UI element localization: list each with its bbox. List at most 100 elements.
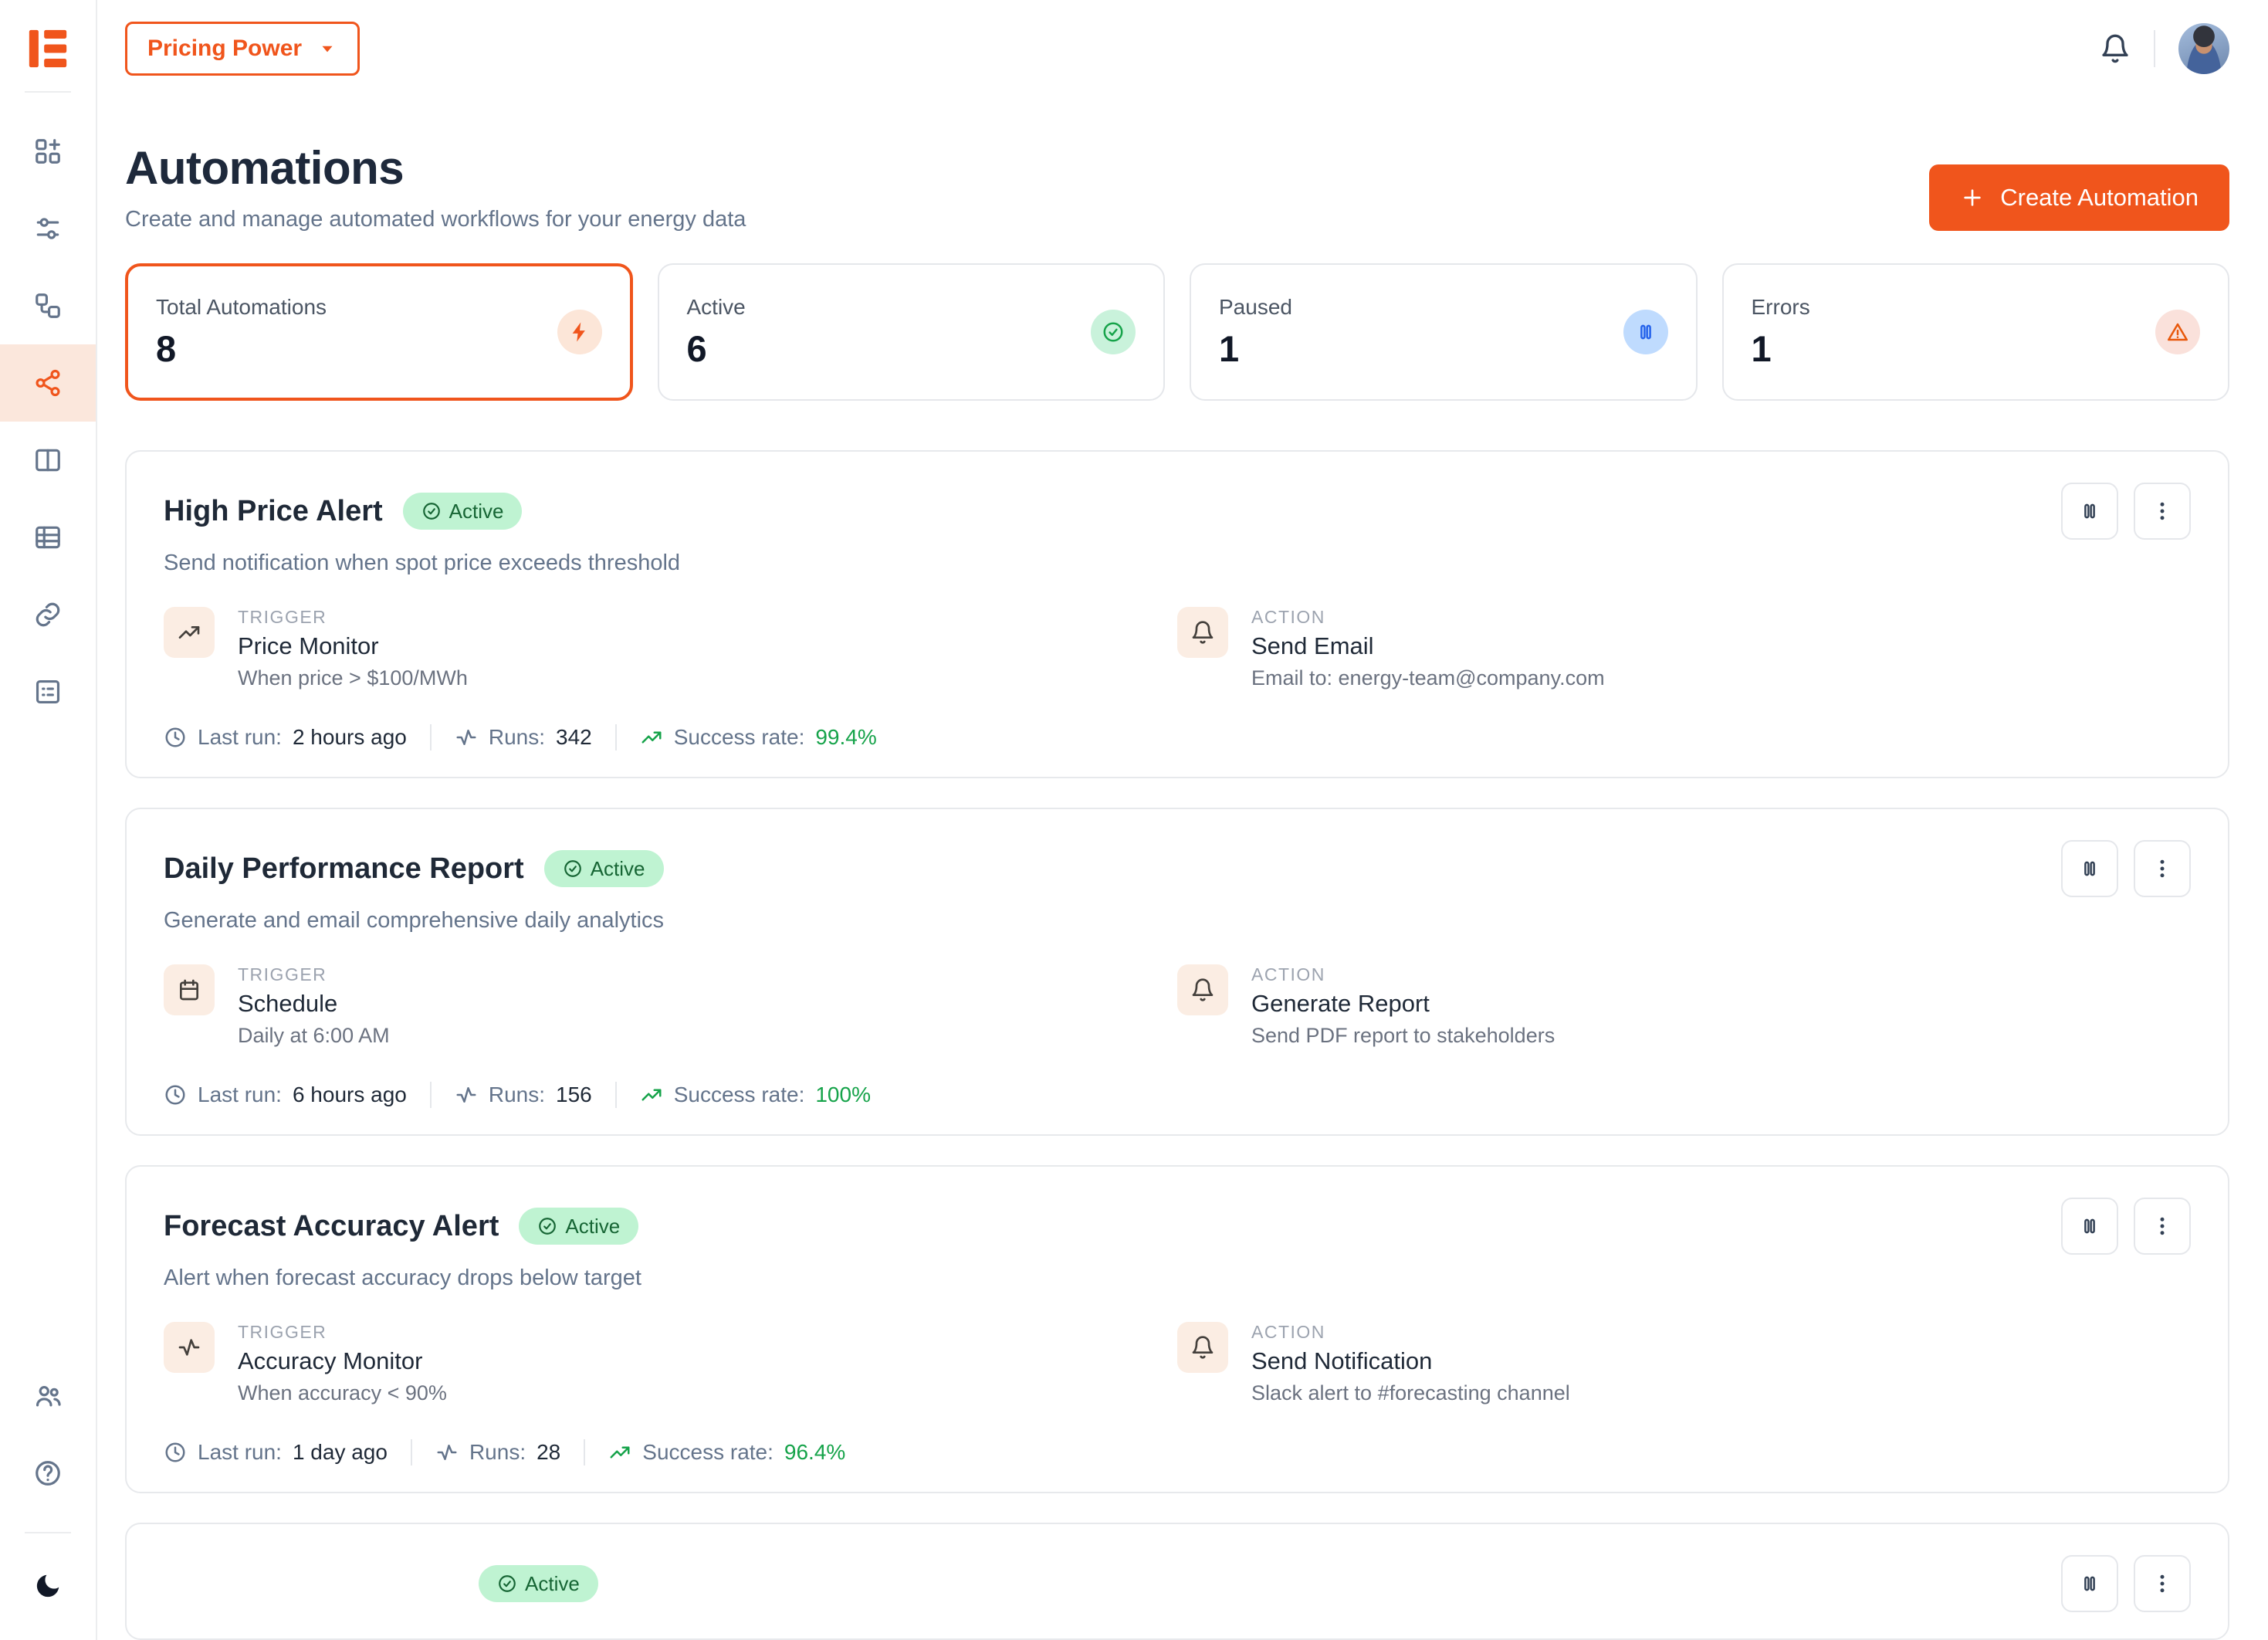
status-badge: Active — [519, 1208, 639, 1245]
stat-value: 8 — [156, 327, 177, 369]
user-avatar[interactable] — [2178, 22, 2229, 74]
trigger-name: Accuracy Monitor — [238, 1347, 423, 1374]
stats-row: Total Automations 8 Active 6 Paused — [125, 263, 2229, 401]
chevron-down-icon — [322, 46, 333, 52]
trending-up-icon — [641, 1089, 662, 1101]
action-name: Send Email — [1251, 632, 1374, 659]
sidebar-item-automations[interactable] — [0, 344, 96, 422]
sidebar-item-help[interactable] — [0, 1435, 96, 1512]
last-run-meta: Last run: 1 day ago — [164, 1440, 388, 1465]
clock-icon — [165, 1442, 185, 1462]
action-name: Generate Report — [1251, 990, 1430, 1017]
sidebar-divider — [25, 91, 71, 93]
trigger-detail: Daily at 6:00 AM — [238, 1024, 390, 1047]
trigger-name: Schedule — [238, 990, 338, 1017]
link-icon — [36, 602, 60, 627]
sidebar-item-tasks[interactable] — [0, 653, 96, 730]
main-content: Pricing Power Automations Create and man… — [97, 0, 2268, 1640]
page-subtitle: Create and manage automated workflows fo… — [125, 207, 746, 232]
sidebar-item-integrations[interactable] — [0, 576, 96, 653]
trigger-block: TRIGGER Schedule Daily at 6:00 AM — [164, 964, 1177, 1048]
more-options-button[interactable] — [2134, 1555, 2191, 1612]
automation-title: High Price Alert — [164, 494, 383, 527]
trending-up-icon — [164, 607, 215, 658]
topbar: Pricing Power — [125, 0, 2229, 97]
last-run-meta: Last run: 2 hours ago — [164, 725, 407, 750]
success-rate-meta: Success rate: 99.4% — [640, 725, 877, 750]
more-options-button[interactable] — [2134, 483, 2191, 540]
activity-icon — [456, 730, 476, 745]
kebab-menu-icon — [2160, 502, 2165, 520]
trigger-label: TRIGGER — [238, 607, 327, 627]
sidebar — [0, 0, 97, 1640]
clock-icon — [165, 1085, 185, 1105]
sidebar-item-settings[interactable] — [0, 190, 96, 267]
stat-card-errors[interactable]: Errors 1 — [1721, 263, 2229, 401]
trigger-name: Price Monitor — [238, 632, 379, 659]
sidebar-item-team[interactable] — [0, 1357, 96, 1435]
pause-icon — [1623, 310, 1668, 354]
stat-label: Paused — [1219, 294, 1292, 319]
runs-meta: Runs: 28 — [435, 1440, 560, 1465]
stat-card-paused[interactable]: Paused 1 — [1190, 263, 1698, 401]
action-label: ACTION — [1251, 607, 1325, 627]
status-badge: Active — [479, 1565, 598, 1602]
topbar-divider — [2154, 29, 2155, 67]
kebab-menu-icon — [2160, 859, 2165, 878]
logo-e-icon — [29, 29, 67, 68]
trending-up-icon — [610, 1446, 630, 1459]
bell-icon — [2102, 34, 2128, 63]
stat-card-total[interactable]: Total Automations 8 — [125, 263, 633, 401]
more-options-button[interactable] — [2134, 840, 2191, 897]
page-header: Automations Create and manage automated … — [125, 141, 2229, 232]
stat-card-active[interactable]: Active 6 — [657, 263, 1165, 401]
sidebar-divider — [25, 1532, 71, 1533]
kebab-menu-icon — [2160, 1574, 2165, 1593]
automation-card-partial: Active — [125, 1523, 2229, 1640]
sidebar-item-tables[interactable] — [0, 499, 96, 576]
automation-title: Forecast Accuracy Alert — [164, 1209, 499, 1242]
trigger-label: TRIGGER — [238, 1322, 327, 1342]
stat-value: 1 — [1219, 327, 1240, 369]
notifications-button[interactable] — [2100, 33, 2131, 64]
more-options-button[interactable] — [2134, 1198, 2191, 1255]
topbar-right — [2100, 22, 2229, 74]
create-automation-button[interactable]: Create Automation — [1929, 164, 2229, 231]
sidebar-bottom — [0, 1357, 96, 1618]
pause-icon — [2084, 1576, 2095, 1591]
action-block: ACTION Send Email Email to: energy-team@… — [1177, 607, 2191, 690]
automation-description: Generate and email comprehensive daily a… — [164, 908, 665, 933]
status-badge: Active — [543, 850, 664, 887]
workspace-selector[interactable]: Pricing Power — [125, 21, 361, 76]
automation-card: Daily Performance Report Active — [125, 808, 2229, 1136]
lightning-icon — [557, 310, 602, 354]
layout-columns-icon — [36, 449, 60, 472]
automation-card: Forecast Accuracy Alert Active — [125, 1165, 2229, 1493]
automation-description: Send notification when spot price exceed… — [164, 551, 681, 575]
trigger-detail: When accuracy < 90% — [238, 1381, 447, 1405]
check-circle-icon — [539, 1218, 557, 1235]
activity-icon — [437, 1445, 457, 1460]
pause-automation-button[interactable] — [2061, 1198, 2118, 1255]
sidebar-item-dashboard[interactable] — [0, 113, 96, 190]
action-detail: Slack alert to #forecasting channel — [1251, 1381, 1570, 1405]
status-badge: Active — [402, 493, 523, 530]
pause-automation-button[interactable] — [2061, 840, 2118, 897]
success-rate-meta: Success rate: 96.4% — [608, 1440, 845, 1465]
trigger-label: TRIGGER — [238, 964, 327, 984]
sidebar-item-layouts[interactable] — [0, 422, 96, 499]
pause-automation-button[interactable] — [2061, 1555, 2118, 1612]
dashboard-grid-plus-icon — [36, 139, 60, 164]
pause-icon — [2084, 1218, 2095, 1234]
sidebar-item-theme-toggle[interactable] — [0, 1554, 96, 1618]
clock-icon — [165, 727, 185, 747]
stat-label: Active — [686, 294, 746, 319]
pause-icon — [2084, 503, 2095, 519]
sidebar-item-workflows[interactable] — [0, 267, 96, 344]
create-automation-label: Create Automation — [2000, 184, 2199, 211]
automation-description: Alert when forecast accuracy drops below… — [164, 1266, 641, 1290]
app-logo[interactable] — [25, 26, 70, 71]
checklist-box-icon — [36, 679, 60, 704]
pause-automation-button[interactable] — [2061, 483, 2118, 540]
